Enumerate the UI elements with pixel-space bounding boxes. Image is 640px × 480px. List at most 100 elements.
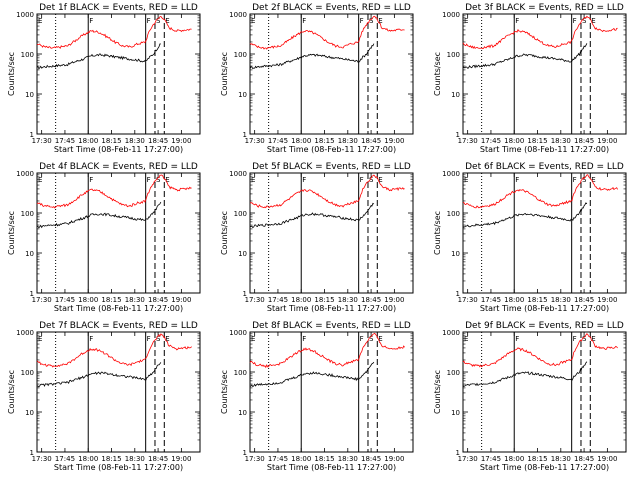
x-tick-label: 19:00: [384, 137, 404, 145]
x-tick-label: 17:45: [55, 137, 75, 145]
lld-series-line: [462, 174, 618, 209]
y-tick-label: 1: [30, 449, 34, 457]
marker-label: E: [378, 176, 382, 184]
panel-title: Det 5f BLACK = Events, RED = LLD: [252, 162, 411, 172]
events-series-line: [36, 201, 162, 229]
marker-label: F: [515, 176, 519, 184]
y-tick-label: 1: [243, 131, 247, 139]
y-tick-label: 10: [25, 409, 34, 417]
x-axis-label: Start Time (08-Feb-11 17:27:00): [267, 304, 396, 313]
x-tick-label: 17:30: [32, 137, 52, 145]
x-tick-label: 17:45: [268, 296, 288, 304]
x-axis-label: Start Time (08-Feb-11 17:27:00): [54, 304, 183, 313]
y-tick-label: 1: [30, 131, 34, 139]
y-tick-label: 1000: [16, 170, 34, 178]
marker-label: E: [378, 17, 382, 25]
x-tick-label: 18:15: [314, 137, 334, 145]
lld-series-line: [249, 15, 405, 50]
x-tick-label: 18:15: [101, 455, 121, 463]
x-tick-label: 18:00: [291, 455, 311, 463]
y-axis-label: Counts/sec: [433, 52, 442, 96]
x-tick-label: 18:00: [291, 296, 311, 304]
events-series-line: [249, 361, 375, 388]
x-tick-label: 18:00: [504, 137, 524, 145]
x-axis-label: Start Time (08-Feb-11 17:27:00): [480, 304, 609, 313]
y-tick-label: 100: [447, 51, 460, 59]
y-axis-label: Counts/sec: [220, 211, 229, 255]
lld-series-line: [249, 174, 405, 209]
events-series-line: [36, 43, 161, 70]
y-axis-label: Counts/sec: [433, 370, 442, 414]
x-tick-label: 18:15: [314, 455, 334, 463]
x-tick-label: 18:00: [78, 455, 98, 463]
x-axis-label: Start Time (08-Feb-11 17:27:00): [54, 463, 183, 472]
panel-title: Det 2f BLACK = Events, RED = LLD: [252, 3, 411, 13]
y-tick-label: 1: [456, 131, 460, 139]
panel-title: Det 1f BLACK = Events, RED = LLD: [39, 3, 198, 13]
plot-frame: [36, 13, 201, 135]
y-axis-label: Counts/sec: [220, 370, 229, 414]
y-tick-label: 1000: [442, 11, 460, 19]
marker-label: E: [38, 176, 42, 184]
x-tick-label: 18:30: [551, 137, 571, 145]
y-axis-label: Counts/sec: [220, 52, 229, 96]
x-tick-label: 18:00: [291, 137, 311, 145]
lld-series-line: [36, 333, 192, 368]
y-tick-label: 1000: [442, 329, 460, 337]
marker-label: F: [302, 176, 306, 184]
x-axis-label: Start Time (08-Feb-11 17:27:00): [267, 463, 396, 472]
y-tick-label: 1000: [229, 329, 247, 337]
marker-label: S: [156, 335, 161, 343]
plot-frame: [462, 13, 627, 135]
panel-3: Det 3f BLACK = Events, RED = LLD 17:30 17:…: [433, 3, 627, 154]
marker-label: E: [464, 17, 468, 25]
marker-label: F: [89, 17, 93, 25]
panel-6: Det 6f BLACK = Events, RED = LLD 17:30 17:…: [433, 162, 627, 313]
marker-label: S: [582, 335, 587, 343]
x-tick-label: 17:30: [245, 296, 265, 304]
marker-label: F: [89, 176, 93, 184]
marker-label: E: [251, 17, 255, 25]
marker-label: S: [582, 176, 587, 184]
x-tick-label: 19:00: [171, 296, 191, 304]
x-tick-label: 18:45: [148, 137, 168, 145]
marker-label: E: [251, 176, 255, 184]
marker-label: F: [573, 17, 577, 25]
x-tick-label: 17:30: [32, 455, 52, 463]
x-tick-label: 18:15: [101, 296, 121, 304]
x-tick-label: 17:45: [55, 455, 75, 463]
marker-label: F: [89, 335, 93, 343]
x-tick-label: 19:00: [171, 455, 191, 463]
x-tick-label: 18:30: [338, 455, 358, 463]
marker-label: F: [302, 17, 306, 25]
y-tick-label: 100: [21, 369, 34, 377]
marker-label: E: [591, 335, 595, 343]
y-axis-label: Counts/sec: [7, 211, 16, 255]
events-series-line: [249, 202, 375, 229]
marker-label: S: [369, 176, 374, 184]
x-tick-label: 18:30: [551, 455, 571, 463]
marker-label: E: [165, 17, 169, 25]
marker-label: E: [38, 17, 42, 25]
lld-series-line: [36, 16, 192, 49]
marker-label: F: [515, 335, 519, 343]
x-tick-label: 17:30: [32, 296, 52, 304]
lld-series-line: [462, 15, 618, 50]
y-tick-label: 10: [238, 91, 247, 99]
marker-label: S: [156, 17, 161, 25]
x-axis-label: Start Time (08-Feb-11 17:27:00): [267, 145, 396, 154]
marker-label: E: [38, 335, 42, 343]
marker-label: S: [369, 335, 374, 343]
x-tick-label: 18:00: [78, 137, 98, 145]
x-tick-label: 17:30: [458, 137, 478, 145]
y-tick-label: 100: [21, 51, 34, 59]
marker-label: E: [591, 17, 595, 25]
y-tick-label: 1: [456, 290, 460, 298]
x-tick-label: 17:30: [458, 455, 478, 463]
panel-title: Det 9f BLACK = Events, RED = LLD: [465, 321, 624, 331]
events-series-line: [462, 361, 588, 387]
marker-label: E: [165, 176, 169, 184]
y-tick-label: 1000: [442, 170, 460, 178]
x-tick-label: 19:00: [597, 137, 617, 145]
marker-label: E: [165, 335, 169, 343]
